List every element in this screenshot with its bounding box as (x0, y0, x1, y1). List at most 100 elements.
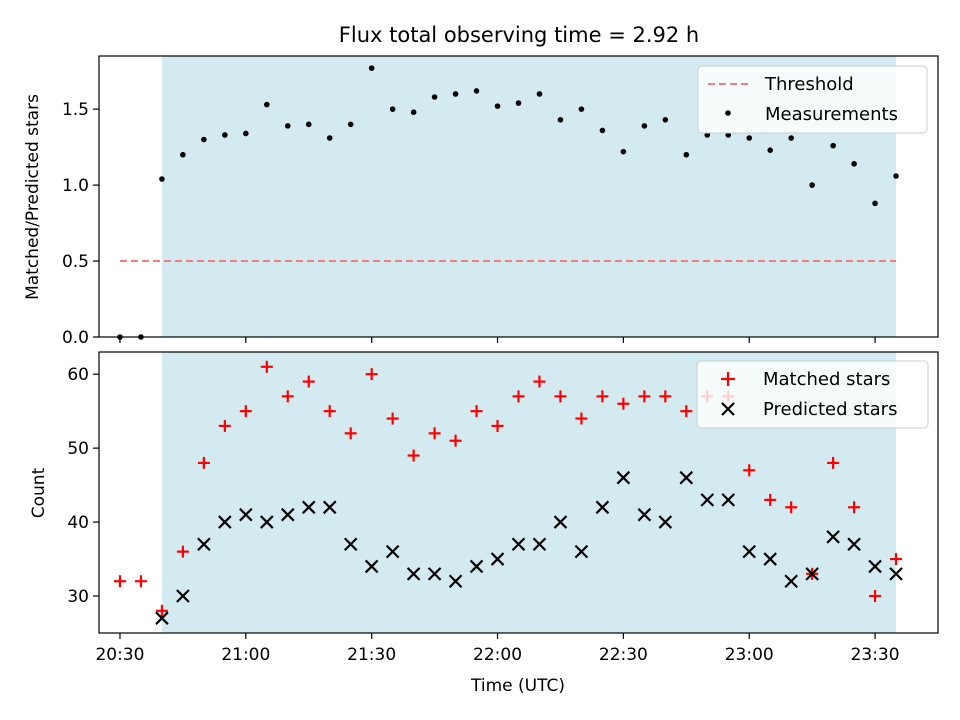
bottom-plot-frame (98, 351, 939, 634)
bottom-legend: Matched stars Predicted stars (696, 360, 929, 429)
x-marker-b (469, 559, 484, 574)
matched-star-point (218, 419, 231, 432)
measurement-point (368, 65, 375, 71)
x-marker-b (197, 537, 211, 552)
measurement-point (222, 132, 228, 138)
predicted-star-point (427, 567, 442, 581)
matched-star-point (554, 390, 567, 403)
predicted-star-point (658, 515, 673, 529)
predicted-star-point (553, 515, 568, 529)
top-y-tick-label: 1.0 (62, 176, 89, 196)
x-marker-b (721, 493, 736, 507)
legend-matched-swatch (721, 372, 735, 386)
x-marker-b (406, 567, 421, 581)
chart-title: Flux total observing time = 2.92 h (339, 23, 699, 47)
measurement-point (830, 142, 836, 149)
measurement-point (347, 121, 354, 128)
x-marker-b (280, 507, 295, 522)
legend-predicted-label: Predicted stars (763, 399, 897, 420)
matched-star-point (365, 368, 378, 381)
predicted-star-point (826, 530, 840, 544)
x-marker-b (553, 515, 568, 529)
matched-star-point (386, 412, 399, 425)
matched-star-point (134, 575, 147, 588)
bottom-y-axis-label: Count (29, 467, 49, 518)
matched-star-point (113, 575, 126, 588)
legend-measurements-swatch (725, 110, 731, 116)
bottom-panel: 30 40 50 60 20:30 21:00 21:30 22:00 22:30 23:00 2… (29, 351, 939, 696)
predicted-star-point (847, 537, 861, 552)
measurement-point (620, 148, 627, 155)
predicted-star-point (679, 470, 694, 485)
x-marker-b (490, 552, 505, 566)
top-panel: 0.0 0.5 1.0 1.5 Matched/Predicted stars Thr… (23, 55, 939, 348)
predicted-star-point (721, 493, 736, 507)
matched-star-point (512, 390, 525, 403)
top-legend: Threshold Measurements (697, 65, 928, 134)
matched-star-point (449, 434, 462, 447)
x-marker-b (532, 537, 547, 552)
measurement-point (893, 173, 899, 179)
predicted-star-point (637, 507, 652, 522)
measurement-point (326, 135, 333, 141)
x-marker-b (742, 544, 757, 559)
predicted-star-point (176, 589, 190, 603)
matched-star-point (680, 405, 693, 418)
predicted-star-point (301, 500, 316, 515)
matched-star-point (428, 427, 441, 440)
x-axis-label: Time (UTC) (470, 676, 565, 696)
predicted-star-point (239, 507, 253, 522)
predicted-star-point (511, 537, 526, 552)
x-tick-label: 23:30 (851, 645, 900, 665)
x-marker-b (155, 611, 169, 625)
x-marker-b (301, 500, 316, 515)
predicted-star-point (574, 544, 589, 559)
matched-star-point (302, 375, 315, 388)
measurement-point (201, 136, 207, 143)
x-tick-label: 23:00 (725, 645, 774, 665)
legend-matched-label: Matched stars (763, 369, 890, 390)
matched-star-point (869, 590, 882, 603)
predicted-star-point (322, 500, 337, 515)
top-y-tick-label: 0.0 (62, 328, 89, 348)
matched-star-point (575, 412, 588, 425)
matched-star-point (155, 604, 168, 617)
x-marker-b (679, 470, 694, 485)
top-y-tick-label: 0.5 (62, 252, 89, 272)
x-marker-b (784, 574, 798, 589)
x-marker-b (260, 515, 274, 529)
x-marker-b (239, 507, 253, 522)
bot-y-tick-label: 40 (67, 513, 89, 533)
matched-star-point (323, 405, 336, 418)
matched-star-point (785, 501, 798, 514)
predicted-star-point (280, 507, 295, 522)
x-marker-b (574, 544, 589, 559)
matched-star-point (470, 405, 483, 418)
legend-threshold-label: Threshold (764, 74, 854, 95)
x-marker-b (700, 493, 715, 507)
measurement-point (494, 103, 501, 109)
predicted-star-point (364, 559, 379, 574)
predicted-star-point (889, 567, 903, 581)
x-marker-b (427, 567, 442, 581)
measurement-point (725, 132, 732, 138)
predicted-star-point (406, 567, 421, 581)
legend-predicted-swatch (721, 402, 735, 416)
predicted-star-point (155, 611, 169, 625)
measurement-point (180, 151, 186, 158)
matched-star-point (596, 390, 609, 403)
x-marker-b (889, 567, 903, 581)
matched-star-point (197, 456, 210, 469)
measurement-point (410, 109, 417, 115)
matched-star-point (659, 390, 672, 403)
predicted-star-point (197, 537, 211, 552)
top-legend-box (697, 65, 928, 134)
matched-star-point (239, 405, 252, 418)
bot-y-tick-label: 60 (67, 365, 89, 385)
x-marker-b (343, 537, 358, 552)
x-marker-b (322, 500, 337, 515)
top-y-tick-label: 1.5 (62, 100, 89, 120)
x-marker-b (868, 559, 882, 574)
measurement-point (872, 200, 878, 207)
